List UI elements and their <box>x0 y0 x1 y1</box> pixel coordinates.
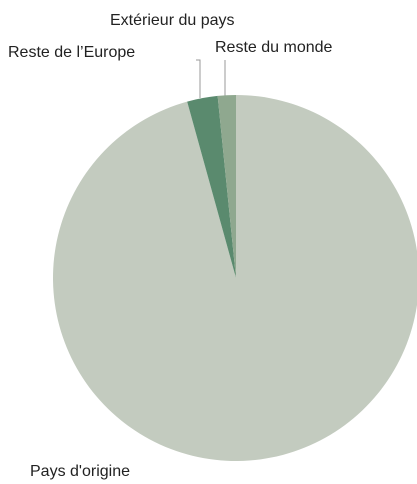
leader-line <box>196 59 201 98</box>
pie-slice <box>53 95 417 461</box>
slice-label: Extérieur du pays <box>110 12 235 29</box>
slice-label: Reste de l’Europe <box>8 44 135 61</box>
pie-slice <box>217 95 236 278</box>
pie-slice <box>187 95 236 278</box>
slice-label: Pays d'origine <box>30 463 130 480</box>
slice-label: Reste du monde <box>215 39 333 56</box>
